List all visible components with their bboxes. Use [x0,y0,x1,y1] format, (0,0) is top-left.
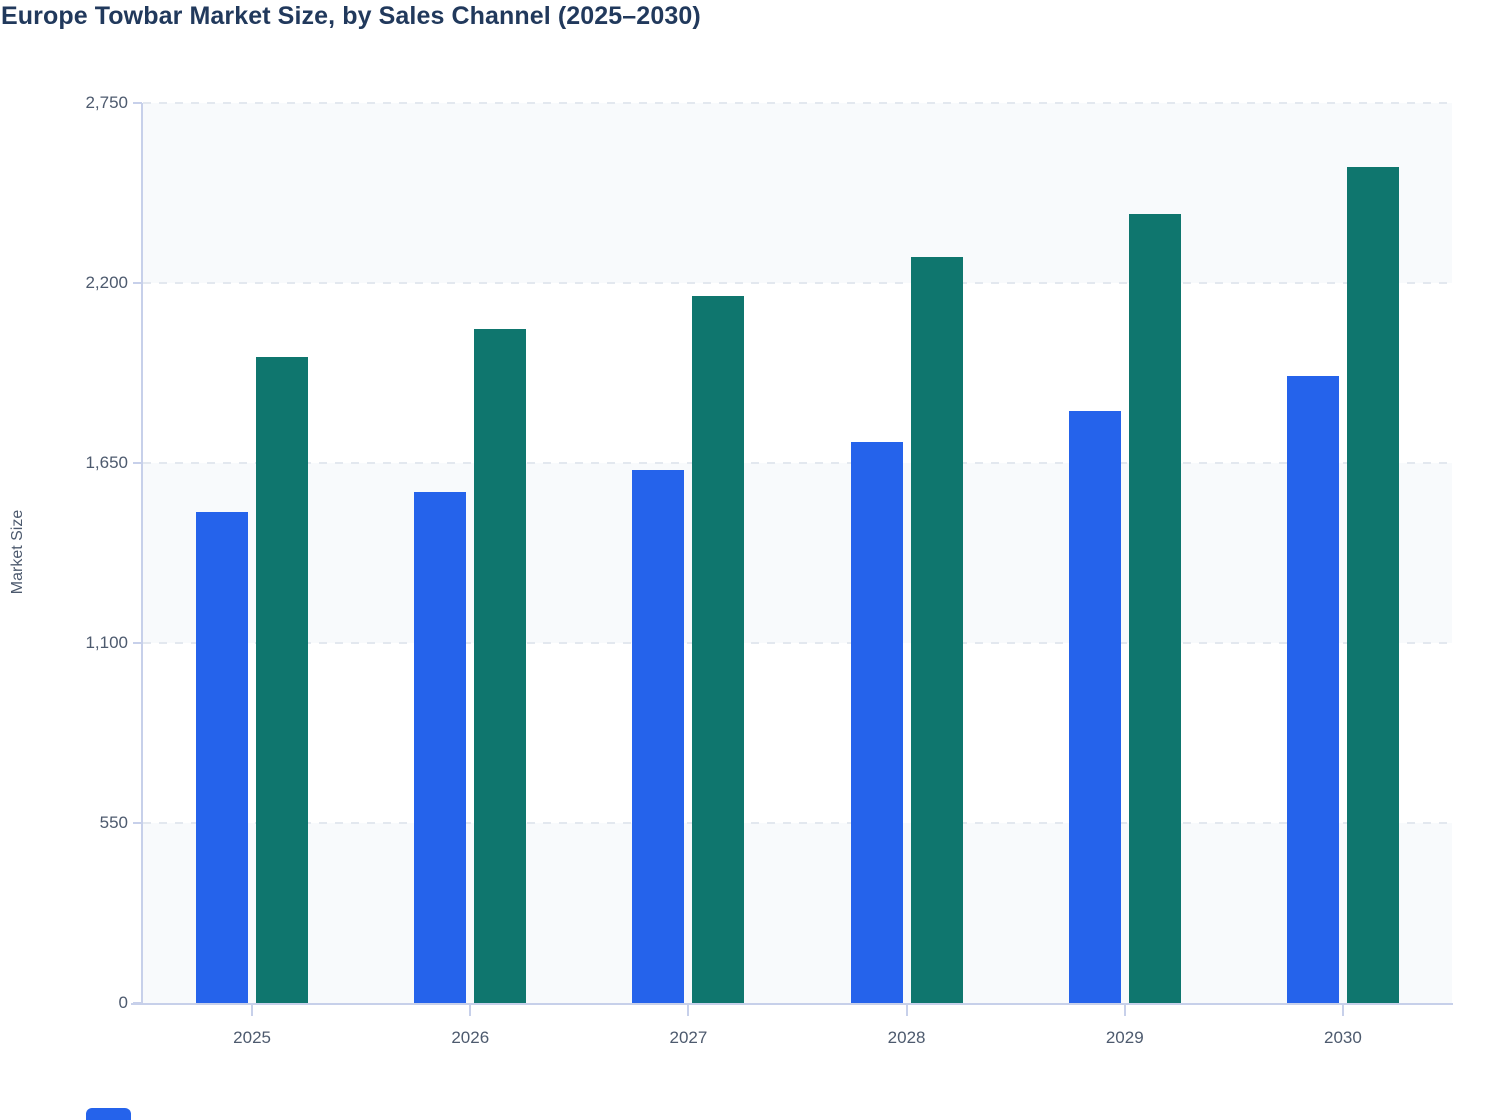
gridline [143,462,1452,464]
y-axis-tick [133,462,142,464]
gridline [143,822,1452,824]
chart-title: Europe Towbar Market Size, by Sales Chan… [1,2,701,30]
bar-2029-blue[interactable] [1068,410,1121,1003]
y-axis-tick [133,642,142,644]
bar-2026-teal[interactable] [474,328,527,1003]
plot-area [143,102,1452,1003]
bar-2029-teal[interactable] [1128,214,1181,1003]
x-axis-tick [687,1003,690,1016]
y-tick-label: 1,650 [85,453,128,472]
bar-2026-blue[interactable] [414,492,467,1003]
y-axis-tick [133,282,142,284]
y-axis-tick [133,102,142,104]
y-axis-title: Market Size [9,509,26,595]
bar-2028-teal[interactable] [910,256,963,1003]
x-axis-tick [1123,1003,1126,1016]
x-tick-label: 2027 [669,1028,708,1047]
x-axis-tick [1341,1003,1344,1016]
y-tick-label: 1,100 [85,633,128,652]
x-axis-tick [251,1003,254,1016]
x-tick-label: 2028 [887,1028,926,1047]
x-tick-label: 2025 [233,1028,271,1047]
bar-2025-blue[interactable] [196,512,249,1003]
x-tick-label: 2029 [1105,1028,1144,1047]
y-tick-label: 0 [118,993,128,1012]
x-tick-label: 2026 [451,1028,490,1047]
bar-2025-teal[interactable] [256,356,309,1003]
plot-band [143,463,1452,643]
gridline [143,282,1452,284]
gridline [143,102,1452,104]
plot-band [143,823,1452,1003]
bar-2027-blue[interactable] [632,469,685,1003]
legend-swatch[interactable] [86,1108,131,1120]
y-axis-line [141,103,143,1005]
x-axis-tick [905,1003,908,1016]
y-tick-label: 2,200 [85,273,128,292]
x-tick-label: 2030 [1323,1028,1362,1047]
y-tick-label: 2,750 [85,93,128,112]
bar-2028-blue[interactable] [850,441,903,1003]
y-tick-label: 550 [99,813,128,832]
plot-band [143,103,1452,283]
y-axis-tick [133,822,142,824]
x-axis-line [131,1003,1453,1005]
bar-2030-blue[interactable] [1286,376,1339,1003]
bar-2027-teal[interactable] [692,296,745,1003]
bar-2030-teal[interactable] [1346,166,1399,1003]
gridline [143,642,1452,644]
x-axis-tick [469,1003,472,1016]
